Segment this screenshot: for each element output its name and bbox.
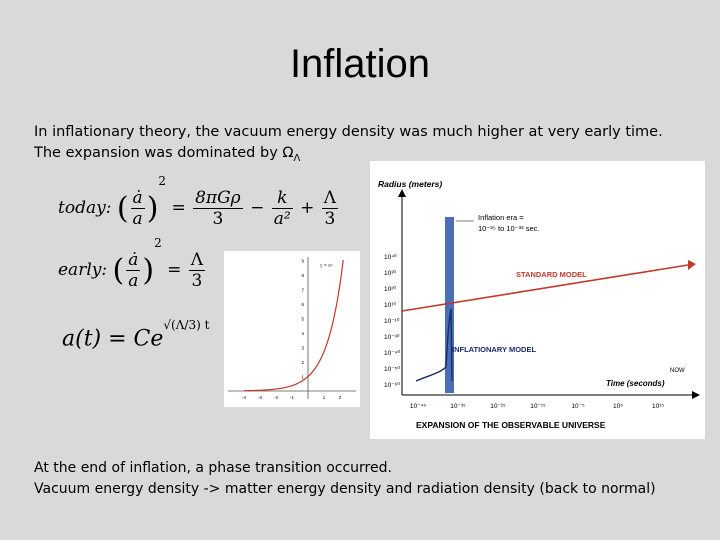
universe-x-tick: 10⁵ [613, 403, 623, 410]
equals-sign-early: = [167, 260, 182, 280]
exp-y-tick: 7 [301, 288, 304, 293]
minus-sign: − [250, 198, 265, 218]
inflationary-model-label: INFLATIONARY MODEL [452, 345, 536, 354]
universe-chart-panel: Radius (meters) Time (seconds) NOW Infla… [370, 161, 705, 439]
exp-y-tick: 1 [301, 375, 304, 380]
square-exponent: 2 [158, 174, 167, 188]
intro-line-2-text: The expansion was dominated by Ω [34, 145, 294, 161]
exp-y-tick: 5 [301, 317, 304, 322]
y-axis-arrow [398, 189, 406, 197]
standard-model-line [401, 264, 689, 312]
solution-lhs: a(t) = Ce [62, 326, 164, 352]
exp-x-tick: 2 [339, 395, 342, 400]
exp-x-tick: -1 [290, 395, 294, 400]
exp-chart-panel: -4 -3 -2 -1 1 2 1 2 3 4 5 6 7 8 9 y = eˣ [224, 251, 360, 407]
exp-y-tick: 6 [301, 302, 304, 307]
square-exponent-early: 2 [154, 236, 162, 250]
exp-y-tick: 4 [301, 331, 304, 336]
standard-model-arrow [688, 260, 696, 270]
exp-x-tick: -3 [258, 395, 262, 400]
universe-x-tick: 10⁻⁴⁵ [410, 403, 426, 410]
today-label: today: [58, 198, 112, 218]
universe-y-tick: 10⁻⁴⁰ [384, 349, 400, 357]
exp-legend: y = eˣ [320, 263, 333, 269]
exp-y-tick: 3 [301, 346, 304, 351]
bottom-line-1: At the end of inflation, a phase transit… [34, 460, 392, 476]
universe-caption: EXPANSION OF THE OBSERVABLE UNIVERSE [416, 420, 606, 430]
universe-x-tick: 10⁻⁵ [571, 403, 585, 410]
universe-x-tick: 10¹⁵ [652, 403, 664, 410]
y-axis-label: Radius (meters) [378, 179, 442, 189]
solution-exponent: √(Λ/3) t [163, 318, 210, 332]
inflation-era-label-1: Inflation era = [478, 213, 524, 222]
early-label: early: [58, 260, 108, 280]
exp-x-tick: -4 [242, 395, 246, 400]
intro-text: In inflationary theory, the vacuum energ… [34, 122, 694, 169]
inflation-era-label-2: 10⁻³⁵ to 10⁻³³ sec. [478, 224, 539, 233]
bottom-text: At the end of inflation, a phase transit… [34, 458, 704, 500]
universe-y-tick: 10⁻⁶⁰ [384, 381, 400, 389]
matter-term: 8πGρ 3 [193, 188, 243, 229]
x-axis-label: Time (seconds) [606, 379, 665, 388]
slide-title: Inflation [289, 42, 431, 86]
universe-y-tick: 10⁴⁰ [384, 253, 397, 261]
exp-x-tick: -2 [274, 395, 278, 400]
curvature-term: k a² [271, 188, 293, 229]
now-label: NOW [670, 368, 685, 374]
exp-x-tick: 1 [323, 395, 326, 400]
universe-y-tick: 10¹⁰ [384, 301, 396, 309]
universe-x-tick: 10⁻²⁵ [490, 403, 506, 410]
inflation-era-band [445, 217, 454, 393]
universe-x-tick: 10⁻¹⁵ [530, 403, 546, 410]
exp-chart: -4 -3 -2 -1 1 2 1 2 3 4 5 6 7 8 9 y = eˣ [228, 257, 356, 400]
equals-sign: = [171, 198, 186, 218]
exp-y-tick: 2 [301, 360, 304, 365]
universe-y-tick: 10²⁰ [384, 285, 396, 293]
bottom-line-2: Vacuum energy density -> matter energy d… [34, 481, 656, 497]
universe-chart: Radius (meters) Time (seconds) NOW Infla… [378, 179, 700, 430]
universe-y-tick: 10⁻³⁰ [384, 333, 400, 341]
plus-sign: + [300, 198, 315, 218]
exp-y-tick: 8 [301, 273, 304, 278]
inflationary-model-curve [415, 308, 453, 382]
exp-y-tick: 9 [301, 259, 304, 264]
intro-line-1: In inflationary theory, the vacuum energ… [34, 124, 663, 140]
universe-y-tick: 10⁻¹⁰ [384, 317, 400, 325]
universe-y-tick: 10³⁰ [384, 269, 396, 277]
omega-subscript: Λ [293, 152, 301, 164]
equation-solution: a(t) = Ce√(Λ/3) t [62, 318, 209, 352]
intro-line-2: The expansion was dominated by ΩΛ [34, 143, 694, 169]
universe-y-tick: 10⁻⁵⁰ [384, 365, 400, 373]
universe-x-tick: 10⁻³⁵ [450, 403, 466, 410]
standard-model-label: STANDARD MODEL [516, 270, 587, 279]
x-axis-arrow [692, 391, 700, 399]
exp-curve [244, 260, 344, 392]
